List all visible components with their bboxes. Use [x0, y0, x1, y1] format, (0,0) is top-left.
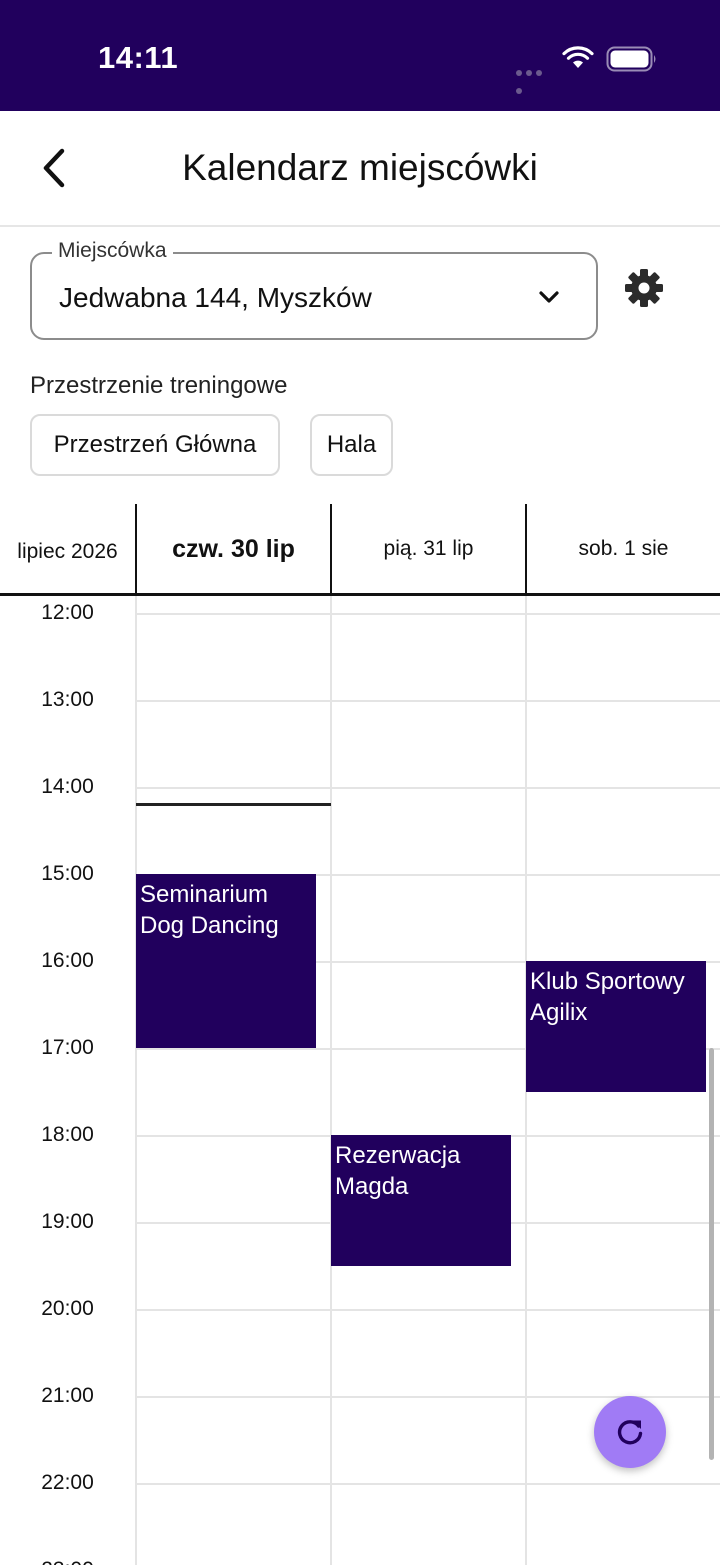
venue-value: Jedwabna 144, Myszków	[59, 282, 372, 313]
hour-gridline	[136, 1396, 720, 1398]
hour-label: 14:00	[41, 775, 94, 798]
spaces-heading: Przestrzenie treningowe	[30, 372, 288, 399]
hour-label: 15:00	[41, 862, 94, 885]
back-button[interactable]	[26, 135, 82, 201]
venue-label: Miejscówka	[52, 239, 173, 263]
calendar-event[interactable]: Klub Sportowy Agilix	[526, 961, 706, 1092]
chevron-left-icon	[43, 148, 65, 188]
hour-gridline	[136, 1309, 720, 1311]
day-header-1[interactable]: pią. 31 lip	[330, 504, 525, 594]
hour-label: 17:00	[41, 1036, 94, 1059]
calendar-event[interactable]: Rezerwacja Magda	[331, 1135, 511, 1266]
current-time-indicator	[136, 802, 331, 806]
refresh-button[interactable]	[594, 1396, 666, 1468]
day-header-2[interactable]: sob. 1 sie	[525, 504, 720, 594]
hour-label: 21:00	[41, 1384, 94, 1407]
battery-icon	[606, 46, 656, 72]
scrollbar[interactable]	[709, 1048, 714, 1460]
hour-label: 19:00	[41, 1210, 94, 1233]
hour-gridline	[136, 961, 720, 963]
space-chip-hall[interactable]: Hala	[310, 414, 393, 476]
hour-gridline	[136, 874, 720, 876]
app-bar: Kalendarz miejscówki	[0, 111, 720, 227]
hour-label: 23:00	[0, 1558, 135, 1565]
space-chip-main[interactable]: Przestrzeń Główna	[30, 414, 280, 476]
hour-gridline	[136, 613, 720, 615]
hour-label: 13:00	[41, 688, 94, 711]
wifi-icon	[562, 46, 594, 68]
month-label: lipiec 2026	[17, 540, 118, 563]
hour-gridline	[136, 787, 720, 789]
status-time: 14:11	[98, 40, 179, 75]
day-header-0[interactable]: czw. 30 lip	[135, 504, 330, 594]
hour-label: 12:00	[41, 601, 94, 624]
chevron-down-icon	[539, 291, 559, 303]
day-column-divider	[135, 596, 137, 1565]
status-bar: 14:11	[0, 0, 720, 111]
hour-gridline	[136, 700, 720, 702]
venue-select[interactable]: Miejscówka Jedwabna 144, Myszków	[30, 239, 598, 340]
gear-icon[interactable]	[624, 268, 664, 308]
calendar-grid[interactable]: 12:00 13:00 14:00 15:00 16:00 17:00 18:00 19:00…	[0, 596, 720, 1565]
hour-label: 22:00	[41, 1471, 94, 1494]
page-title: Kalendarz miejscówki	[182, 147, 538, 188]
hour-label: 16:00	[41, 949, 94, 972]
day-column-divider	[330, 596, 332, 1565]
hour-gridline	[136, 1483, 720, 1485]
hour-gridline	[136, 1048, 720, 1050]
calendar-event[interactable]: Seminarium Dog Dancing	[136, 874, 316, 1048]
refresh-icon	[617, 1420, 643, 1445]
calendar-header: lipiec 2026 czw. 30 lip pią. 31 lip sob.…	[0, 504, 720, 596]
hour-label: 20:00	[41, 1297, 94, 1320]
cellular-signal-icon	[516, 63, 552, 94]
hour-label: 18:00	[41, 1123, 94, 1146]
